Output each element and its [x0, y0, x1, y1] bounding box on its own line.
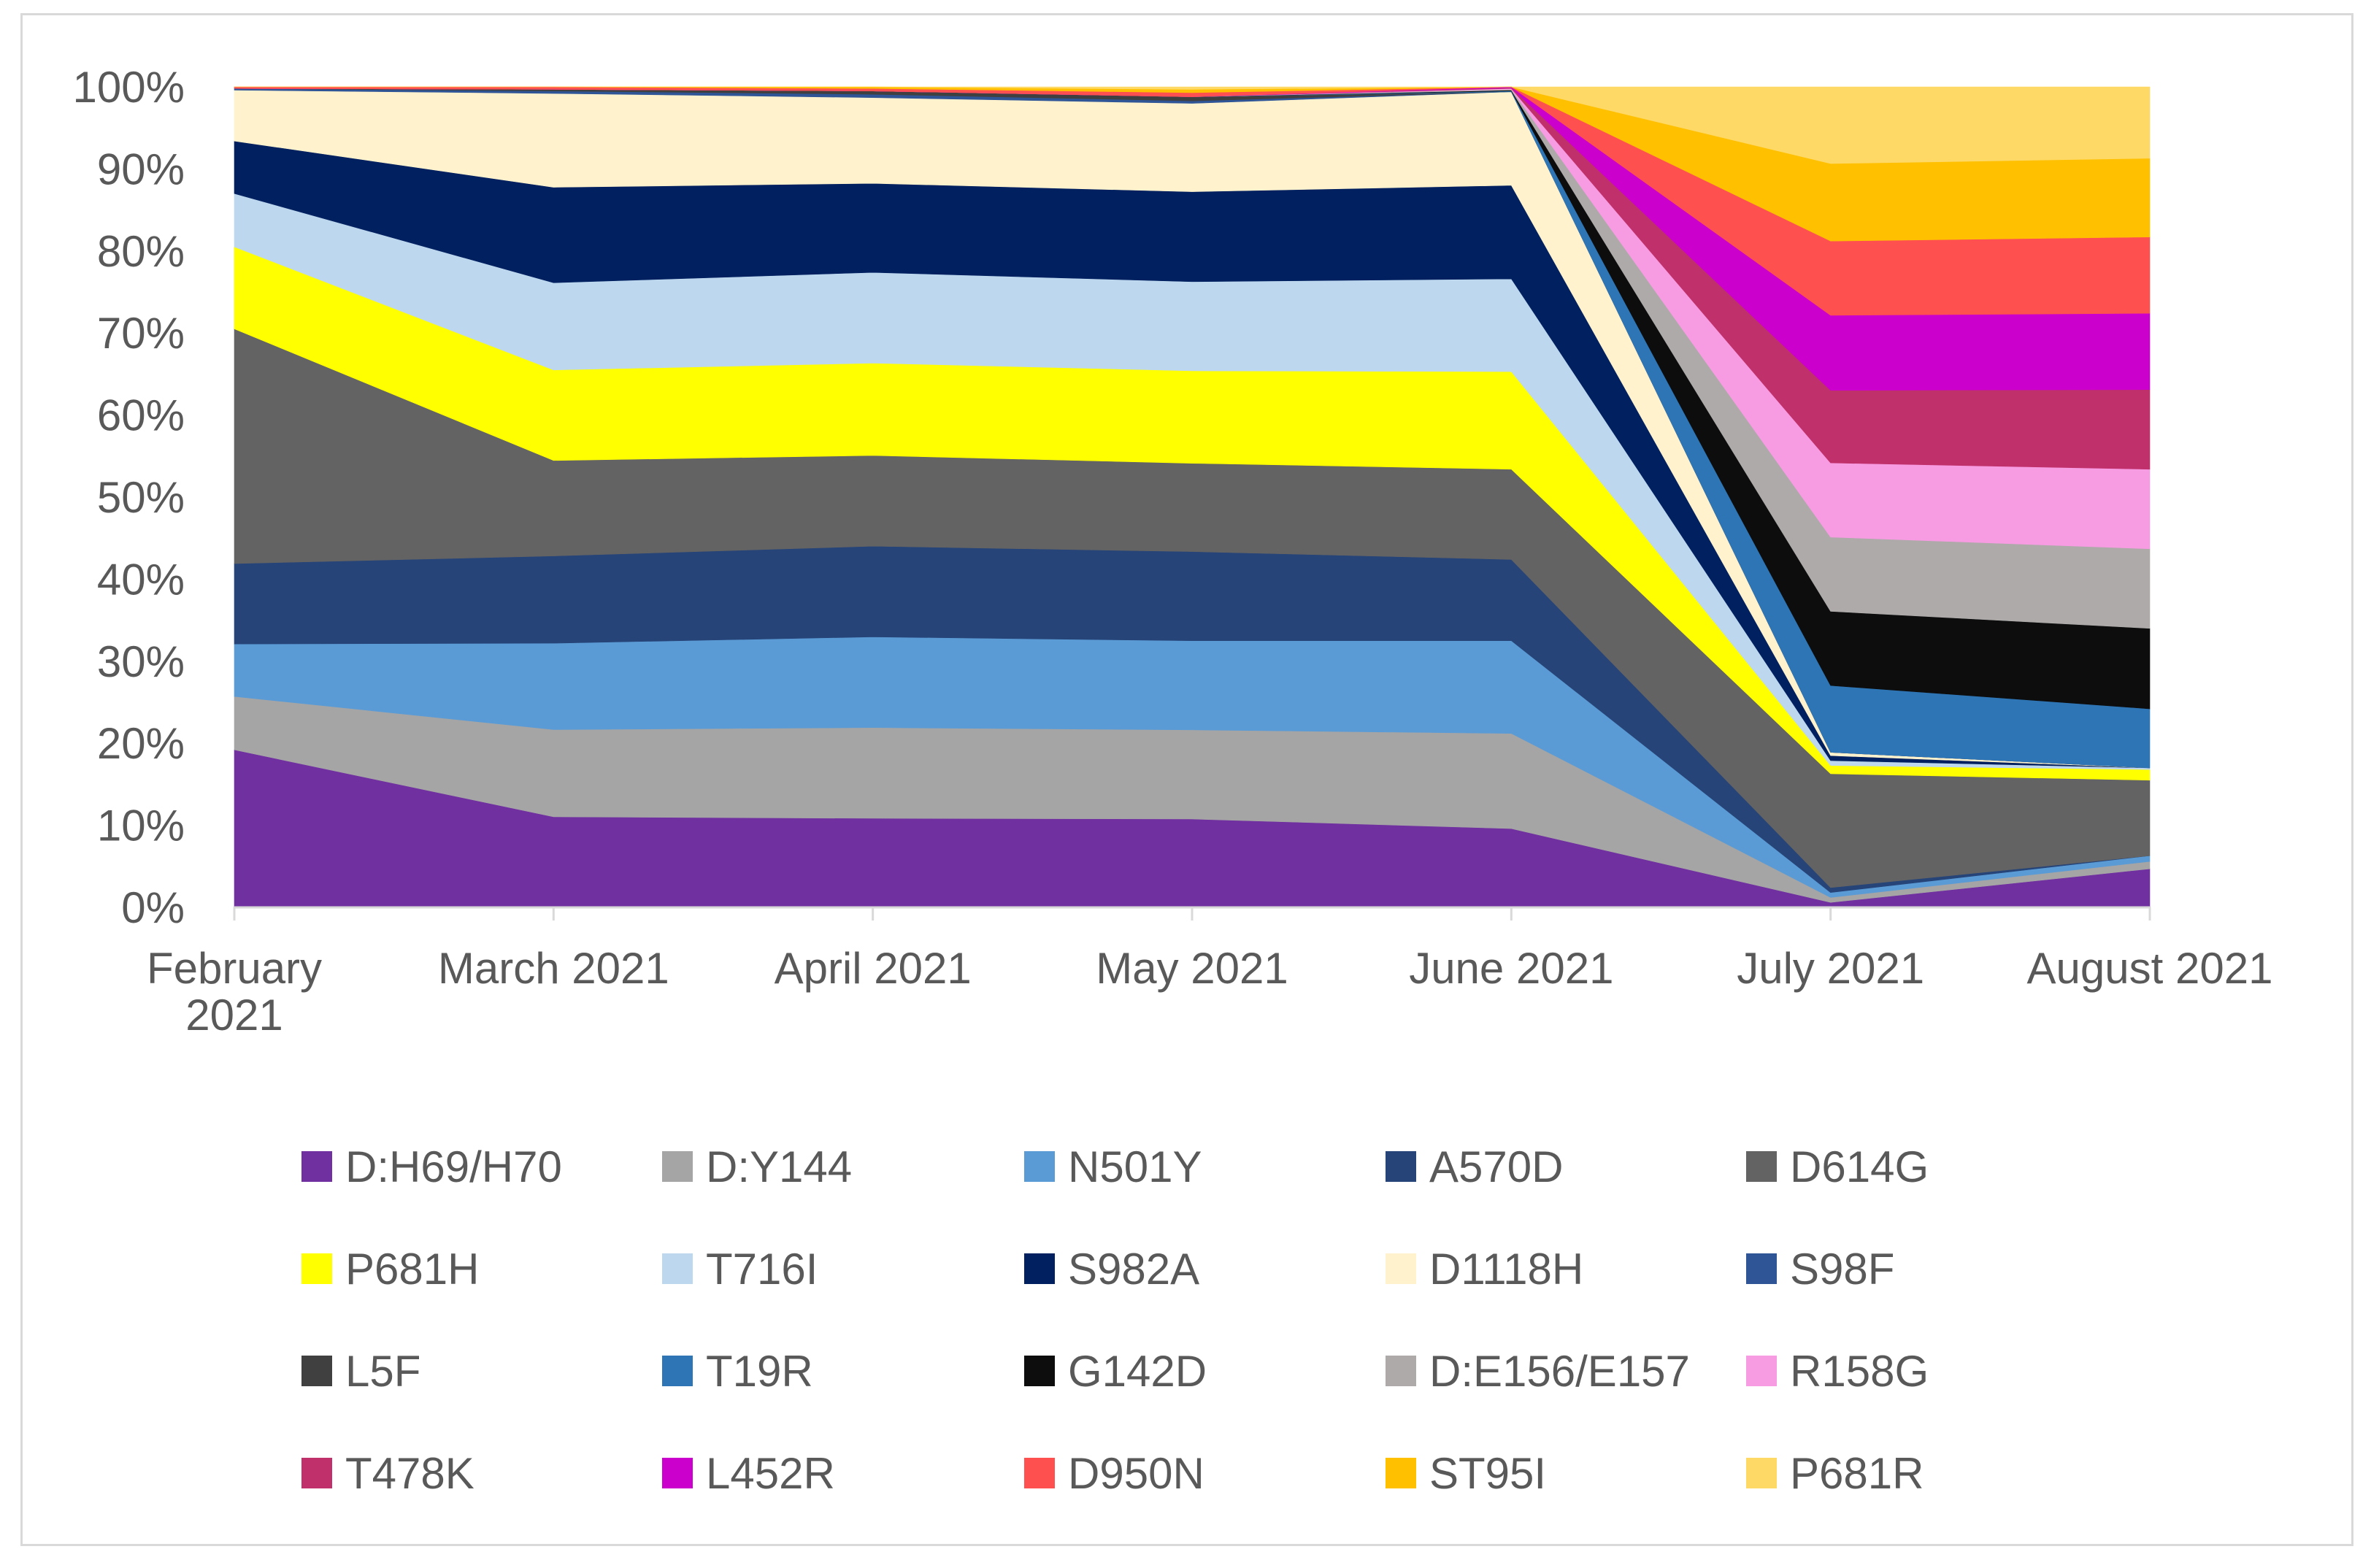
- legend-swatch: [301, 1253, 332, 1284]
- legend-item: L452R: [662, 1449, 835, 1498]
- x-tick-label: May 2021: [1096, 944, 1288, 993]
- legend-label: D:E156/E157: [1429, 1347, 1690, 1396]
- x-tick-label: 2021: [185, 991, 283, 1039]
- legend-item: D1118H: [1386, 1245, 1583, 1294]
- legend-swatch: [1386, 1253, 1416, 1284]
- x-tick-label: February: [147, 944, 322, 993]
- legend-label: S98F: [1790, 1245, 1894, 1294]
- legend-swatch: [1746, 1458, 1777, 1488]
- legend-label: N501Y: [1068, 1142, 1202, 1191]
- legend-item: P681H: [301, 1245, 479, 1294]
- legend-label: D:H69/H70: [345, 1142, 562, 1191]
- legend-item: D:E156/E157: [1386, 1347, 1690, 1396]
- legend-label: A570D: [1429, 1142, 1563, 1191]
- legend: D:H69/H70 D:Y144 N501Y A570D D614G P681H T716I…: [301, 1142, 1929, 1498]
- legend-label: D614G: [1790, 1142, 1929, 1191]
- legend-label: T19R: [706, 1347, 813, 1396]
- legend-item: G142D: [1024, 1347, 1207, 1396]
- legend-swatch: [1386, 1151, 1416, 1182]
- y-tick-label: 100%: [73, 63, 185, 112]
- legend-swatch: [1386, 1356, 1416, 1386]
- legend-item: D614G: [1746, 1142, 1929, 1191]
- legend-item: S982A: [1024, 1245, 1199, 1294]
- legend-item: T478K: [301, 1449, 474, 1498]
- legend-swatch: [662, 1253, 693, 1284]
- legend-item: D:H69/H70: [301, 1142, 562, 1191]
- legend-label: D1118H: [1429, 1245, 1583, 1294]
- legend-swatch: [1024, 1253, 1055, 1284]
- legend-swatch: [1746, 1151, 1777, 1182]
- y-tick-label: 70%: [97, 309, 185, 358]
- y-axis-ticks: 0% 10% 20% 30% 40% 50% 60% 70% 80% 90% 100%: [73, 63, 185, 932]
- legend-label: S982A: [1068, 1245, 1199, 1294]
- legend-swatch: [301, 1151, 332, 1182]
- legend-item: D:Y144: [662, 1142, 852, 1191]
- legend-item: R158G: [1746, 1347, 1929, 1396]
- y-tick-label: 30%: [97, 637, 185, 686]
- legend-item: T19R: [662, 1347, 813, 1396]
- legend-label: P681H: [345, 1245, 479, 1294]
- legend-label: D:Y144: [706, 1142, 852, 1191]
- legend-swatch: [1024, 1356, 1055, 1386]
- legend-swatch: [662, 1151, 693, 1182]
- legend-label: T478K: [345, 1449, 474, 1498]
- legend-item: D950N: [1024, 1449, 1204, 1498]
- area-series-group: [234, 86, 2151, 908]
- legend-item: S98F: [1746, 1245, 1894, 1294]
- legend-item: ST95I: [1386, 1449, 1546, 1498]
- legend-swatch: [301, 1458, 332, 1488]
- x-tick-label: June 2021: [1409, 944, 1613, 993]
- legend-item: L5F: [301, 1347, 420, 1396]
- x-tick-label: March 2021: [438, 944, 669, 993]
- chart-frame: 0% 10% 20% 30% 40% 50% 60% 70% 80% 90% 100% Februa…: [20, 13, 2353, 1546]
- y-tick-label: 80%: [97, 227, 185, 276]
- legend-label: L5F: [345, 1347, 420, 1396]
- axes-group: [233, 906, 2151, 921]
- y-tick-label: 40%: [97, 555, 185, 604]
- legend-swatch: [1746, 1253, 1777, 1284]
- legend-swatch: [301, 1356, 332, 1386]
- legend-label: R158G: [1790, 1347, 1929, 1396]
- legend-item: P681R: [1746, 1449, 1924, 1498]
- legend-swatch: [662, 1458, 693, 1488]
- legend-swatch: [1024, 1151, 1055, 1182]
- legend-item: T716I: [662, 1245, 818, 1294]
- legend-label: D950N: [1068, 1449, 1204, 1498]
- legend-label: P681R: [1790, 1449, 1924, 1498]
- y-tick-label: 60%: [97, 391, 185, 440]
- legend-swatch: [1746, 1356, 1777, 1386]
- y-tick-label: 50%: [97, 473, 185, 522]
- y-tick-label: 10%: [97, 802, 185, 850]
- x-tick-label: April 2021: [775, 944, 972, 993]
- area-p681r: [234, 86, 2151, 164]
- legend-label: G142D: [1068, 1347, 1207, 1396]
- y-tick-label: 90%: [97, 145, 185, 193]
- legend-item: A570D: [1386, 1142, 1563, 1191]
- legend-label: L452R: [706, 1449, 835, 1498]
- x-tick-label: August 2021: [2027, 944, 2273, 993]
- y-tick-label: 20%: [97, 719, 185, 768]
- legend-swatch: [1024, 1458, 1055, 1488]
- legend-swatch: [1386, 1458, 1416, 1488]
- stacked-area-chart: 0% 10% 20% 30% 40% 50% 60% 70% 80% 90% 100% Februa…: [73, 63, 2273, 1498]
- legend-swatch: [662, 1356, 693, 1386]
- legend-item: N501Y: [1024, 1142, 1202, 1191]
- x-tick-label: July 2021: [1737, 944, 1924, 993]
- legend-label: T716I: [706, 1245, 818, 1294]
- y-tick-label: 0%: [121, 883, 185, 932]
- legend-label: ST95I: [1429, 1449, 1546, 1498]
